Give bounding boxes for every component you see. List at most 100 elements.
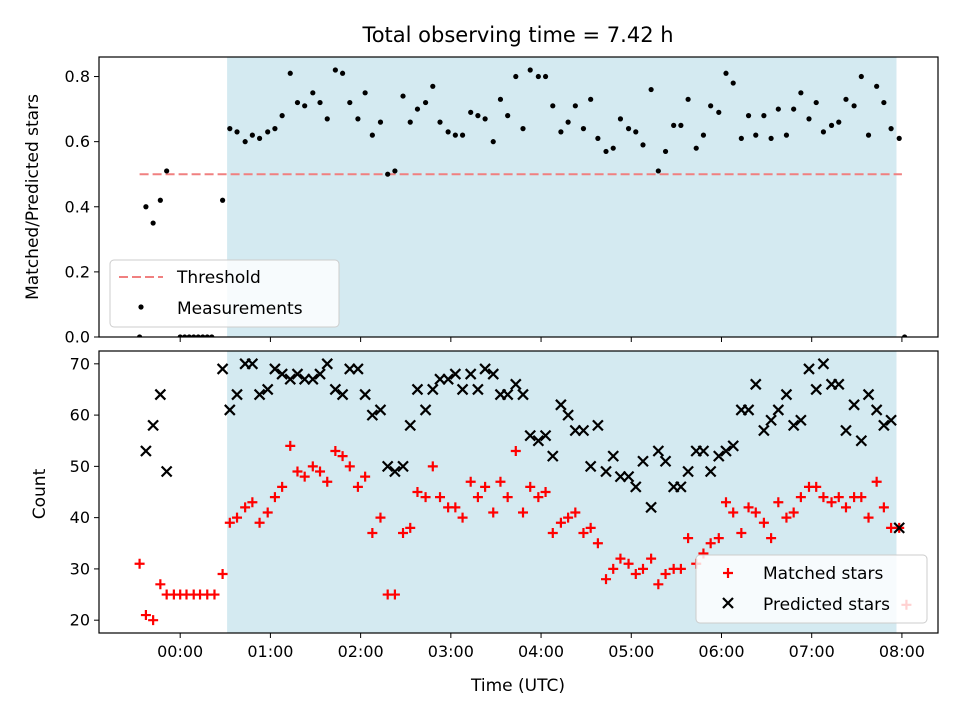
measurement-point (902, 334, 908, 337)
predicted-stars-point (381, 460, 394, 473)
matched-stars-point (525, 481, 536, 492)
plot-data (134, 67, 912, 626)
predicted-stars-point (592, 419, 604, 432)
matched-stars-point (773, 497, 784, 508)
measurement-point (227, 126, 233, 132)
measurement-point (249, 132, 255, 138)
measurement-point (836, 119, 842, 125)
predicted-stars-point (885, 414, 897, 426)
matched-stars-point (330, 445, 341, 456)
measurement-point (896, 135, 902, 141)
predicted-stars-point (411, 383, 424, 396)
measurement-point (738, 135, 744, 141)
legend-predicted-swatch (722, 597, 734, 609)
matched-stars-point (209, 589, 220, 600)
predicted-stars-point (645, 501, 657, 514)
matched-stars-point (713, 533, 724, 544)
x-axis-title: Time (UTC) (470, 676, 565, 696)
predicted-stars-point (291, 368, 304, 380)
measurement-point (791, 106, 797, 112)
matched-stars-point (510, 445, 521, 456)
measurement-point (783, 132, 790, 138)
predicted-stars-point (261, 383, 274, 396)
measurement-point (302, 103, 308, 109)
matched-stars-point (262, 507, 273, 518)
matched-stars-point (608, 563, 619, 574)
measurement-point (572, 103, 578, 109)
measurement-point (813, 99, 819, 106)
matched-stars-point (856, 492, 867, 503)
matched-stars-point (398, 528, 409, 539)
y-axis-title-count: Count (30, 468, 50, 519)
predicted-stars-point (765, 414, 777, 426)
predicted-stars-point (419, 404, 432, 416)
predicted-stars-point (147, 419, 159, 432)
matched-stars-point (818, 492, 829, 503)
y-tick-label-count: 40 (70, 508, 90, 527)
predicted-stars-point (404, 419, 417, 432)
matched-stars-point (465, 476, 476, 487)
matched-stars-point (450, 502, 461, 513)
measurement-point (874, 83, 880, 89)
matched-stars-point (277, 481, 288, 492)
measurement-point (542, 73, 549, 80)
matched-stars-point (811, 481, 822, 492)
measurement-point (888, 126, 894, 132)
measurement-point (535, 73, 541, 80)
matched-stars-point (563, 512, 574, 523)
measurement-point (828, 122, 835, 128)
measurement-point (865, 132, 872, 138)
matched-stars-point (646, 553, 657, 564)
matched-stars-point (637, 563, 648, 574)
matched-stars-point (570, 507, 581, 518)
measurement-point (136, 334, 143, 337)
predicted-stars-point (224, 404, 236, 416)
matched-stars-point (601, 574, 612, 585)
measurement-point (242, 139, 248, 145)
predicted-stars-point (697, 445, 710, 457)
matched-stars-point (863, 512, 874, 523)
predicted-stars-point (555, 399, 567, 411)
measurement-point (851, 103, 857, 109)
measurement-point (648, 86, 654, 93)
measurement-point (219, 197, 226, 203)
y-tick-label-ratio: 0.2 (65, 262, 90, 281)
measurement-point (708, 103, 714, 109)
measurement-point (317, 99, 323, 106)
measurement-point (294, 99, 301, 106)
predicted-stars-point (893, 522, 905, 534)
measurement-point (700, 132, 707, 138)
matched-stars-point (533, 492, 544, 503)
measurement-point (182, 334, 188, 337)
measurement-point (527, 67, 533, 73)
measurement-point (753, 132, 759, 138)
measurement-point (678, 122, 684, 128)
measurement-point (655, 168, 661, 174)
matched-stars-point (472, 492, 483, 503)
measurement-point (324, 116, 330, 122)
measurement-point (685, 96, 691, 102)
matched-stars-point (457, 512, 468, 523)
matched-stars-point (683, 533, 694, 544)
predicted-stars-point (862, 388, 875, 401)
matched-stars-point (547, 528, 558, 539)
measurement-point (497, 96, 504, 102)
predicted-stars-point (539, 429, 552, 442)
predicted-stars-point (803, 363, 815, 375)
measurement-point (617, 116, 624, 122)
measurement-point (565, 119, 571, 125)
matched-stars-point (420, 492, 431, 503)
matched-stars-point (292, 466, 303, 477)
x-tick-label: 03:00 (428, 642, 474, 661)
legend-box-count (695, 554, 928, 624)
predicted-stars-point (307, 373, 319, 385)
predicted-stars-point (749, 378, 762, 391)
matched-stars-point (315, 466, 326, 477)
matched-stars-point (247, 497, 258, 508)
predicted-stars-point (374, 404, 387, 416)
matched-stars-point (518, 507, 529, 518)
measurement-point (392, 168, 398, 174)
x-tick-label: 01:00 (247, 642, 293, 661)
matched-stars-point (480, 481, 491, 492)
matched-stars-point (766, 533, 777, 544)
